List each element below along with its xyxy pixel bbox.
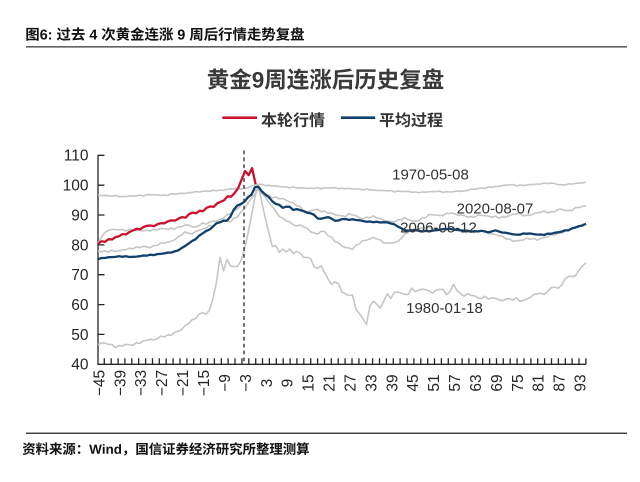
svg-text:2006-05-12: 2006-05-12 (400, 220, 477, 237)
svg-text:1970-05-08: 1970-05-08 (392, 167, 469, 184)
svg-text:81: 81 (531, 374, 548, 391)
svg-text:−15: −15 (196, 370, 213, 396)
svg-text:−27: −27 (154, 370, 171, 396)
svg-text:110: 110 (64, 148, 89, 165)
svg-text:21: 21 (322, 374, 339, 391)
svg-text:27: 27 (342, 374, 359, 391)
svg-text:90: 90 (71, 207, 89, 224)
svg-text:45: 45 (405, 374, 422, 391)
svg-text:−45: −45 (91, 370, 108, 396)
svg-text:2020-08-07: 2020-08-07 (457, 201, 534, 218)
svg-text:60: 60 (71, 297, 89, 314)
svg-text:57: 57 (447, 374, 464, 391)
svg-text:33: 33 (363, 374, 380, 391)
svg-text:−3: −3 (238, 374, 255, 392)
svg-text:93: 93 (573, 374, 590, 391)
svg-text:1980-01-18: 1980-01-18 (406, 300, 483, 317)
svg-text:75: 75 (510, 374, 527, 391)
svg-text:−39: −39 (112, 370, 129, 396)
svg-text:50: 50 (71, 327, 89, 344)
svg-text:100: 100 (63, 178, 89, 195)
svg-text:−21: −21 (175, 370, 192, 396)
svg-text:80: 80 (71, 237, 89, 254)
svg-text:15: 15 (301, 374, 318, 391)
svg-text:39: 39 (384, 374, 401, 391)
svg-text:87: 87 (552, 374, 569, 391)
svg-text:63: 63 (468, 374, 485, 391)
svg-text:3: 3 (259, 379, 276, 388)
svg-text:−9: −9 (217, 374, 234, 392)
svg-text:51: 51 (426, 374, 443, 391)
svg-text:−33: −33 (133, 370, 150, 396)
svg-text:40: 40 (71, 357, 89, 374)
svg-text:69: 69 (489, 374, 506, 391)
svg-text:70: 70 (71, 267, 89, 284)
svg-text:9: 9 (280, 379, 297, 388)
